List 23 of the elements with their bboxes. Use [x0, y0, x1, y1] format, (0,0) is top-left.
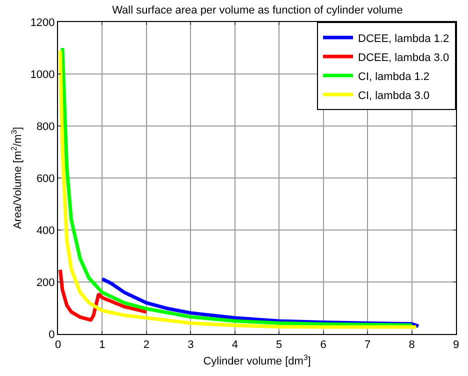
- y-tick-label: 0: [48, 328, 55, 341]
- x-axis-title: Cylinder volume [dm$^{3}$]: [203, 352, 311, 368]
- y-tick-label: 1200: [30, 16, 55, 29]
- x-tick-label: 5: [276, 339, 282, 352]
- y-tick-label: 400: [36, 224, 55, 237]
- legend-label: CI, lambda 1.2: [358, 70, 430, 83]
- chart-title: Wall surface area per volume as function of cylinder volume: [112, 4, 403, 16]
- y-tick-label: 1000: [30, 68, 55, 81]
- legend-label: DCEE, lambda 1.2: [358, 32, 450, 45]
- legend-label: CI, lambda 3.0: [358, 90, 430, 102]
- y-tick-label: 200: [36, 276, 55, 289]
- line-series: [58, 268, 148, 322]
- y-tick-label: 600: [36, 172, 55, 185]
- x-tick-label: 1: [99, 339, 106, 352]
- x-tick-label: 9: [452, 339, 460, 352]
- x-tick-label: 8: [408, 339, 415, 352]
- x-tick-label: 7: [364, 339, 371, 352]
- x-tick-label: 2: [143, 339, 150, 352]
- x-tick-label: 4: [232, 339, 238, 352]
- x-tick-label: 6: [320, 339, 326, 352]
- legend-label: DCEE, lambda 3.0: [358, 52, 450, 64]
- y-tick-label: 800: [36, 120, 55, 133]
- x-tick-label: 3: [188, 339, 194, 352]
